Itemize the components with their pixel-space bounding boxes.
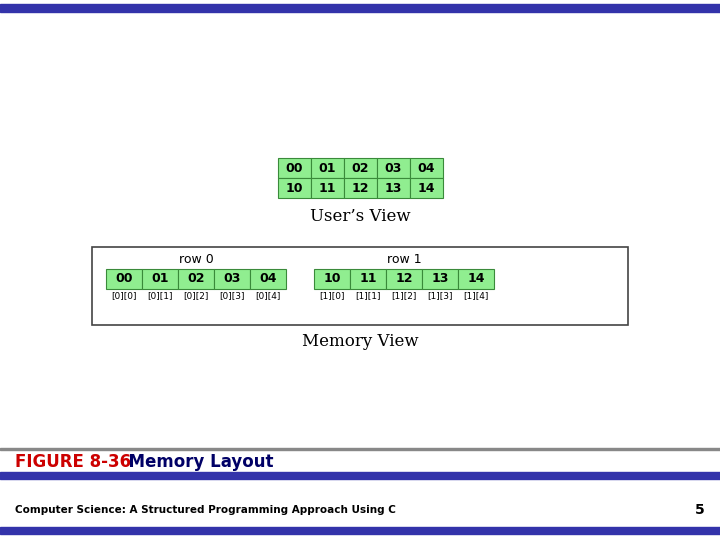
Text: Computer Science: A Structured Programming Approach Using C: Computer Science: A Structured Programmi…	[15, 505, 396, 515]
Bar	[92, 247, 628, 325]
Bar	[0, 527, 720, 534]
Text: User’s View: User’s View	[310, 208, 410, 225]
Bar	[343, 178, 377, 198]
Text: 13: 13	[384, 181, 402, 194]
Text: 03: 03	[223, 273, 240, 286]
Text: 11: 11	[359, 273, 377, 286]
Text: 03: 03	[384, 161, 402, 174]
Text: Memory View: Memory View	[302, 333, 418, 350]
Text: 12: 12	[395, 273, 413, 286]
Text: 14: 14	[418, 181, 435, 194]
Bar	[250, 269, 286, 289]
Text: 00: 00	[285, 161, 302, 174]
Bar	[0, 4, 720, 12]
Bar	[277, 178, 310, 198]
Bar	[386, 269, 422, 289]
Bar	[178, 269, 214, 289]
Bar	[106, 269, 142, 289]
Bar	[422, 269, 458, 289]
Bar	[0, 472, 720, 479]
Text: [0][0]: [0][0]	[112, 291, 137, 300]
Text: 13: 13	[431, 273, 449, 286]
Bar	[458, 269, 494, 289]
Text: [1][1]: [1][1]	[355, 291, 381, 300]
Text: 02: 02	[187, 273, 204, 286]
Text: FIGURE 8-36: FIGURE 8-36	[15, 453, 131, 471]
Text: [0][2]: [0][2]	[184, 291, 209, 300]
Text: [1][4]: [1][4]	[463, 291, 489, 300]
Text: 01: 01	[318, 161, 336, 174]
Text: 5: 5	[696, 503, 705, 517]
Text: [1][2]: [1][2]	[391, 291, 417, 300]
Bar	[310, 178, 343, 198]
Bar	[142, 269, 178, 289]
Bar	[377, 178, 410, 198]
Text: 04: 04	[418, 161, 435, 174]
Bar	[0, 448, 720, 449]
Bar	[350, 269, 386, 289]
Text: 12: 12	[351, 181, 369, 194]
Bar	[410, 178, 443, 198]
Text: row 1: row 1	[387, 253, 421, 266]
Text: [0][4]: [0][4]	[256, 291, 281, 300]
Bar	[310, 158, 343, 178]
Text: [0][3]: [0][3]	[220, 291, 245, 300]
Bar	[214, 269, 250, 289]
Text: row 0: row 0	[179, 253, 213, 266]
Bar	[277, 158, 310, 178]
Text: 14: 14	[467, 273, 485, 286]
Text: Memory Layout: Memory Layout	[117, 453, 274, 471]
Text: [1][0]: [1][0]	[319, 291, 345, 300]
Text: 10: 10	[285, 181, 302, 194]
Text: [1][3]: [1][3]	[427, 291, 453, 300]
Text: [0][1]: [0][1]	[148, 291, 173, 300]
Text: 10: 10	[323, 273, 341, 286]
Text: 04: 04	[259, 273, 276, 286]
Bar	[343, 158, 377, 178]
Bar	[410, 158, 443, 178]
Text: 01: 01	[151, 273, 168, 286]
Bar	[314, 269, 350, 289]
Text: 02: 02	[351, 161, 369, 174]
Text: 00: 00	[115, 273, 132, 286]
Text: 11: 11	[318, 181, 336, 194]
Bar	[377, 158, 410, 178]
